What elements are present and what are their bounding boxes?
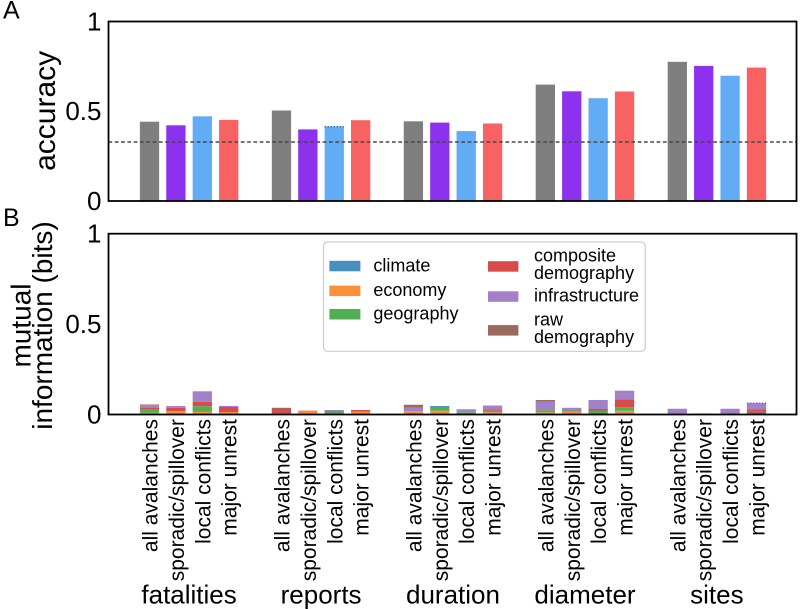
svg-text:0: 0 <box>87 186 101 216</box>
svg-text:all avalanches: all avalanches <box>403 419 426 552</box>
svg-text:A: A <box>3 0 20 25</box>
svg-text:0.5: 0.5 <box>65 309 101 339</box>
svg-text:diameter: diameter <box>534 580 635 609</box>
svg-text:raw: raw <box>534 310 564 330</box>
svg-text:major unrest: major unrest <box>351 419 374 536</box>
svg-text:all avalanches: all avalanches <box>271 419 294 552</box>
svg-text:1: 1 <box>87 219 101 249</box>
svg-text:all avalanches: all avalanches <box>535 419 558 552</box>
svg-text:local conflicts: local conflicts <box>324 419 347 544</box>
svg-text:all avalanches: all avalanches <box>667 419 690 552</box>
svg-text:fatalities: fatalities <box>141 580 236 609</box>
svg-text:reports: reports <box>281 580 362 609</box>
svg-text:sporadic/spillover: sporadic/spillover <box>694 419 717 581</box>
svg-text:demography: demography <box>534 327 634 347</box>
svg-text:local conflicts: local conflicts <box>720 419 743 544</box>
svg-text:information (bits): information (bits) <box>27 221 58 430</box>
svg-text:composite: composite <box>534 245 616 265</box>
svg-text:local conflicts: local conflicts <box>588 419 611 544</box>
svg-text:major unrest: major unrest <box>747 419 770 536</box>
svg-text:infrastructure: infrastructure <box>534 285 639 305</box>
svg-text:all avalanches: all avalanches <box>140 419 163 552</box>
svg-text:duration: duration <box>406 580 500 609</box>
svg-text:major unrest: major unrest <box>219 419 242 536</box>
svg-text:major unrest: major unrest <box>483 419 506 536</box>
svg-text:mutual: mutual <box>6 283 37 367</box>
svg-text:local conflicts: local conflicts <box>192 419 215 544</box>
svg-text:B: B <box>3 204 20 232</box>
svg-text:sporadic/spillover: sporadic/spillover <box>562 419 585 581</box>
svg-text:0: 0 <box>87 399 101 429</box>
svg-text:local conflicts: local conflicts <box>456 419 479 544</box>
svg-text:0.5: 0.5 <box>65 96 101 126</box>
svg-text:sites: sites <box>690 580 743 609</box>
svg-text:sporadic/spillover: sporadic/spillover <box>430 419 453 581</box>
svg-text:sporadic/spillover: sporadic/spillover <box>166 419 189 581</box>
svg-text:accuracy: accuracy <box>29 51 62 171</box>
svg-text:geography: geography <box>373 303 458 323</box>
svg-text:sporadic/spillover: sporadic/spillover <box>298 419 321 581</box>
svg-text:climate: climate <box>373 255 430 275</box>
svg-text:major unrest: major unrest <box>615 419 638 536</box>
svg-text:economy: economy <box>373 280 446 300</box>
svg-text:demography: demography <box>534 263 634 283</box>
svg-text:1: 1 <box>87 6 101 36</box>
